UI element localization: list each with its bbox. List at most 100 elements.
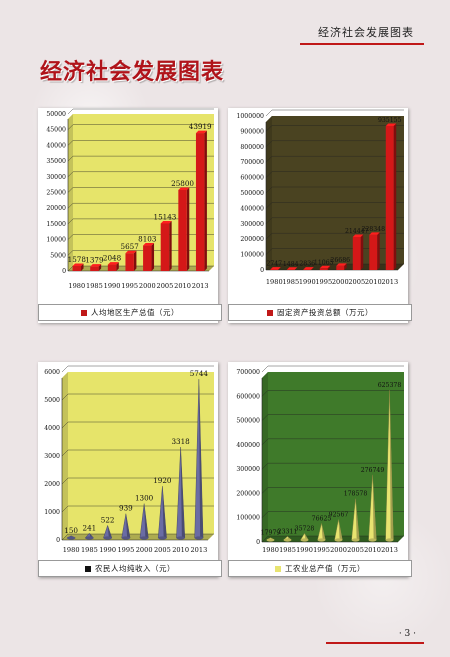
plot-background: [266, 116, 404, 270]
x-tick-label: 2010: [174, 282, 191, 290]
data-label: 17979: [261, 530, 281, 537]
y-tick-label: 100000: [240, 252, 264, 259]
legend-swatch-icon: [81, 309, 87, 316]
gridline: [265, 171, 404, 178]
gridline: [67, 155, 214, 162]
x-tick-label: 2000: [136, 546, 153, 554]
legend-fixed-asset-investment: 固定资产投资总额（万元）: [228, 304, 412, 321]
x-tick-label: 1990: [99, 546, 116, 554]
data-label: 1300: [135, 494, 154, 503]
data-label: 25800: [171, 179, 194, 188]
data-label: 5657: [121, 242, 140, 251]
legend-swatch-icon: [275, 565, 281, 572]
x-tick-label: 2005: [157, 282, 174, 290]
data-label: 241: [83, 523, 97, 532]
x-tick-label: 2005: [347, 546, 364, 554]
y-tick-label: 600000: [240, 175, 264, 182]
y-tick-label: 6000: [44, 369, 60, 376]
chart-fixed-asset-investment: 0 100000 200000 300000 400000 500000 600000 700…: [236, 109, 404, 286]
gridline: [61, 421, 214, 429]
y-tick-label: 0: [62, 268, 66, 275]
x-tick-label: 1995: [313, 546, 330, 554]
gridline: [61, 505, 214, 513]
data-label: 76625: [312, 515, 332, 522]
y-tick-label: 600000: [236, 393, 260, 400]
y-tick-label: 400000: [240, 205, 264, 212]
x-tick-label: 1985: [81, 546, 98, 554]
y-tick-label: 700000: [240, 159, 264, 166]
x-tick-label: 2005: [348, 278, 365, 286]
cone: [351, 498, 360, 542]
gridline: [61, 365, 214, 373]
data-label: 228348: [361, 226, 385, 233]
cone: [66, 535, 76, 540]
x-tick-label: 1995: [117, 546, 134, 554]
cone: [84, 532, 95, 540]
y-tick-label: 4000: [44, 425, 60, 432]
gridline: [67, 171, 214, 177]
bar: [90, 264, 102, 271]
data-label: 625378: [378, 382, 402, 389]
gridline: [61, 449, 214, 457]
bar: [319, 265, 331, 270]
gridline: [261, 487, 404, 494]
gridline: [67, 124, 214, 130]
x-tick-label: 1985: [282, 278, 299, 286]
chart-panel-fixed-asset-investment: 0 100000 200000 300000 400000 500000 600000 700…: [228, 108, 408, 323]
legend-swatch-icon: [267, 309, 273, 316]
gridline: [61, 477, 214, 485]
data-label: 214447: [345, 228, 369, 235]
data-label: 35728: [295, 525, 315, 532]
data-label: 5744: [190, 369, 209, 378]
cone: [176, 447, 186, 540]
chart-panel-farmer-income: 0 1000 2000 3000 4000 5000 6000 150 1980 241 1985 5…: [38, 362, 218, 577]
bar: [160, 220, 172, 271]
legend-label: 固定资产投资总额（万元）: [277, 308, 373, 317]
y-tick-label: 500000: [236, 418, 260, 425]
header-section-title: 经济社会发展图表: [318, 26, 414, 39]
plot-side-wall: [62, 372, 68, 540]
plot-side-wall: [266, 116, 272, 270]
x-tick-label: 2000: [332, 278, 349, 286]
gridline: [265, 156, 404, 163]
gridline: [265, 109, 404, 117]
cone: [121, 513, 131, 540]
gridline: [67, 202, 214, 209]
data-label: 276749: [361, 467, 385, 474]
y-tick-label: 800000: [240, 144, 264, 151]
x-tick-label: 1990: [299, 278, 316, 286]
data-label: 522: [101, 515, 115, 524]
bar: [178, 187, 190, 271]
cone: [103, 524, 113, 540]
y-tick-label: 700000: [236, 369, 260, 376]
x-tick-label: 1985: [279, 546, 296, 554]
header-rule: [300, 43, 424, 45]
cone: [265, 537, 276, 542]
y-tick-label: 35000: [46, 158, 66, 165]
legend-label: 工农业总产值（万元）: [285, 564, 365, 573]
x-tick-label: 1980: [63, 546, 80, 554]
cone: [283, 536, 292, 542]
bar: [303, 267, 314, 270]
cone: [368, 474, 377, 542]
bar: [107, 262, 119, 271]
cone: [194, 379, 204, 540]
chart-farmer-income: 0 1000 2000 3000 4000 5000 6000 150 1980 241 1985 5…: [44, 365, 214, 554]
x-tick-label: 1995: [315, 278, 332, 286]
chart-gdp-per-capita: 0 5000 10000 15000 20000 25000 30000 35000 40000…: [46, 108, 214, 290]
page-title: 经济社会发展图表: [40, 60, 225, 85]
bar: [72, 263, 84, 271]
y-tick-label: 5000: [44, 397, 60, 404]
data-label: 939: [119, 504, 133, 513]
y-tick-label: 30000: [46, 174, 66, 181]
y-tick-label: 900000: [240, 128, 264, 135]
x-tick-label: 2010: [364, 546, 381, 554]
gridline: [67, 108, 214, 115]
cone: [385, 390, 394, 542]
legend-farmer-income: 农民人均纯收入（元）: [38, 560, 222, 577]
data-label: 11065: [314, 259, 334, 266]
legend-agri-industrial-output: 工农业总产值（万元）: [228, 560, 412, 577]
legend-label: 农民人均纯收入（元）: [95, 564, 175, 573]
chart-agri-industrial-output: 0 100000 200000 300000 400000 500000 600000 700…: [236, 365, 404, 554]
x-tick-label: 2013: [381, 278, 398, 286]
